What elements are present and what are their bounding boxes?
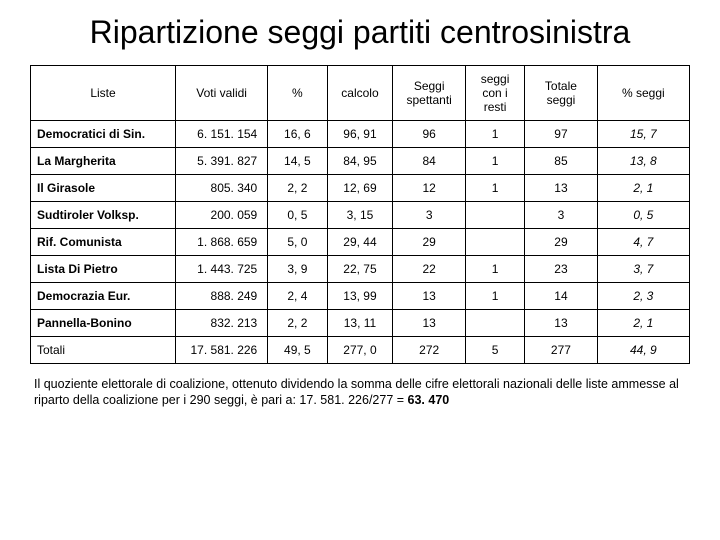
cell-pct: 3, 9 bbox=[268, 255, 327, 282]
col-liste: Liste bbox=[31, 65, 176, 120]
cell-name: Democratici di Sin. bbox=[31, 120, 176, 147]
cell-tot: 277 bbox=[525, 336, 597, 363]
cell-spet: 29 bbox=[393, 228, 465, 255]
cell-spet: 3 bbox=[393, 201, 465, 228]
seat-table: Liste Voti validi % calcolo Seggi spetta… bbox=[30, 65, 690, 364]
cell-name: Totali bbox=[31, 336, 176, 363]
cell-resti bbox=[465, 228, 524, 255]
col-spettanti: Seggi spettanti bbox=[393, 65, 465, 120]
cell-spet: 13 bbox=[393, 282, 465, 309]
cell-pseggi: 2, 1 bbox=[597, 174, 689, 201]
table-row: Pannella-Bonino832. 2132, 213, 1113132, … bbox=[31, 309, 690, 336]
cell-resti: 1 bbox=[465, 282, 524, 309]
col-pct-seggi: % seggi bbox=[597, 65, 689, 120]
cell-voti: 6. 151. 154 bbox=[175, 120, 267, 147]
cell-pseggi: 4, 7 bbox=[597, 228, 689, 255]
page-title: Ripartizione seggi partiti centrosinistr… bbox=[30, 14, 690, 51]
cell-pseggi: 0, 5 bbox=[597, 201, 689, 228]
cell-name: Democrazia Eur. bbox=[31, 282, 176, 309]
cell-resti: 1 bbox=[465, 174, 524, 201]
cell-pseggi: 13, 8 bbox=[597, 147, 689, 174]
cell-pct: 0, 5 bbox=[268, 201, 327, 228]
cell-pct: 5, 0 bbox=[268, 228, 327, 255]
cell-name: Sudtiroler Volksp. bbox=[31, 201, 176, 228]
cell-resti: 1 bbox=[465, 147, 524, 174]
cell-tot: 13 bbox=[525, 174, 597, 201]
cell-resti: 5 bbox=[465, 336, 524, 363]
cell-tot: 23 bbox=[525, 255, 597, 282]
cell-pseggi: 2, 1 bbox=[597, 309, 689, 336]
cell-tot: 14 bbox=[525, 282, 597, 309]
cell-resti bbox=[465, 309, 524, 336]
col-voti: Voti validi bbox=[175, 65, 267, 120]
cell-name: La Margherita bbox=[31, 147, 176, 174]
cell-calc: 29, 44 bbox=[327, 228, 393, 255]
cell-name: Pannella-Bonino bbox=[31, 309, 176, 336]
cell-tot: 3 bbox=[525, 201, 597, 228]
cell-pct: 16, 6 bbox=[268, 120, 327, 147]
cell-voti: 1. 443. 725 bbox=[175, 255, 267, 282]
table-row: Democratici di Sin.6. 151. 15416, 696, 9… bbox=[31, 120, 690, 147]
col-pct: % bbox=[268, 65, 327, 120]
table-row: Rif. Comunista1. 868. 6595, 029, 4429294… bbox=[31, 228, 690, 255]
cell-spet: 96 bbox=[393, 120, 465, 147]
cell-calc: 84, 95 bbox=[327, 147, 393, 174]
cell-name: Rif. Comunista bbox=[31, 228, 176, 255]
cell-voti: 888. 249 bbox=[175, 282, 267, 309]
cell-calc: 277, 0 bbox=[327, 336, 393, 363]
cell-voti: 17. 581. 226 bbox=[175, 336, 267, 363]
footnote: Il quoziente elettorale di coalizione, o… bbox=[30, 376, 690, 409]
cell-name: Lista Di Pietro bbox=[31, 255, 176, 282]
cell-spet: 12 bbox=[393, 174, 465, 201]
cell-calc: 3, 15 bbox=[327, 201, 393, 228]
cell-spet: 272 bbox=[393, 336, 465, 363]
cell-calc: 96, 91 bbox=[327, 120, 393, 147]
cell-pct: 14, 5 bbox=[268, 147, 327, 174]
cell-voti: 832. 213 bbox=[175, 309, 267, 336]
cell-resti: 1 bbox=[465, 255, 524, 282]
cell-tot: 85 bbox=[525, 147, 597, 174]
footnote-value: 63. 470 bbox=[408, 393, 450, 407]
table-row: Lista Di Pietro1. 443. 7253, 922, 752212… bbox=[31, 255, 690, 282]
cell-calc: 12, 69 bbox=[327, 174, 393, 201]
table-header-row: Liste Voti validi % calcolo Seggi spetta… bbox=[31, 65, 690, 120]
cell-pct: 2, 2 bbox=[268, 174, 327, 201]
cell-tot: 97 bbox=[525, 120, 597, 147]
cell-pseggi: 44, 9 bbox=[597, 336, 689, 363]
cell-voti: 200. 059 bbox=[175, 201, 267, 228]
cell-pct: 2, 4 bbox=[268, 282, 327, 309]
cell-resti bbox=[465, 201, 524, 228]
cell-voti: 5. 391. 827 bbox=[175, 147, 267, 174]
cell-pct: 2, 2 bbox=[268, 309, 327, 336]
cell-pseggi: 15, 7 bbox=[597, 120, 689, 147]
cell-pseggi: 2, 3 bbox=[597, 282, 689, 309]
cell-name: Il Girasole bbox=[31, 174, 176, 201]
cell-calc: 22, 75 bbox=[327, 255, 393, 282]
table-row: Il Girasole805. 3402, 212, 69121132, 1 bbox=[31, 174, 690, 201]
table-row: Democrazia Eur.888. 2492, 413, 99131142,… bbox=[31, 282, 690, 309]
col-totale: Totale seggi bbox=[525, 65, 597, 120]
cell-spet: 22 bbox=[393, 255, 465, 282]
cell-resti: 1 bbox=[465, 120, 524, 147]
cell-tot: 13 bbox=[525, 309, 597, 336]
footnote-text: Il quoziente elettorale di coalizione, o… bbox=[34, 377, 679, 407]
cell-voti: 1. 868. 659 bbox=[175, 228, 267, 255]
table-row: Sudtiroler Volksp.200. 0590, 53, 15330, … bbox=[31, 201, 690, 228]
cell-spet: 84 bbox=[393, 147, 465, 174]
cell-pct: 49, 5 bbox=[268, 336, 327, 363]
col-resti: seggi con i resti bbox=[465, 65, 524, 120]
table-row: Totali17. 581. 22649, 5277, 0272527744, … bbox=[31, 336, 690, 363]
cell-voti: 805. 340 bbox=[175, 174, 267, 201]
cell-pseggi: 3, 7 bbox=[597, 255, 689, 282]
cell-spet: 13 bbox=[393, 309, 465, 336]
cell-calc: 13, 99 bbox=[327, 282, 393, 309]
table-row: La Margherita5. 391. 82714, 584, 9584185… bbox=[31, 147, 690, 174]
cell-tot: 29 bbox=[525, 228, 597, 255]
cell-calc: 13, 11 bbox=[327, 309, 393, 336]
col-calcolo: calcolo bbox=[327, 65, 393, 120]
